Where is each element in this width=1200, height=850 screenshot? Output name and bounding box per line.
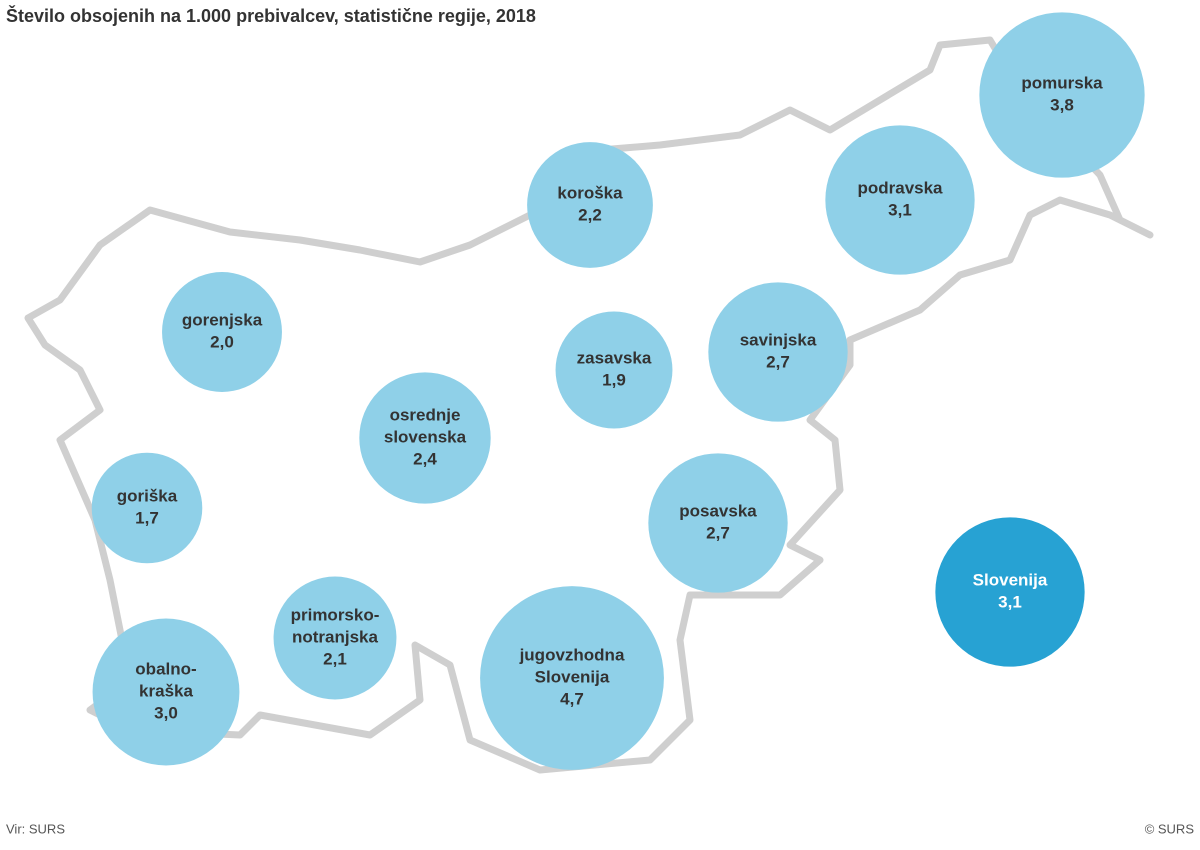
region-name: primorsko- — [291, 605, 380, 624]
copyright: © SURS — [1145, 821, 1195, 836]
value-label: 3,1 — [998, 592, 1022, 611]
region-name: osrednje — [390, 405, 461, 424]
region-name: Slovenija — [535, 667, 610, 686]
value-label: 2,4 — [413, 449, 437, 468]
chart-title: Število obsojenih na 1.000 prebivalcev, … — [6, 5, 536, 26]
region-name: jugovzhodna — [519, 645, 625, 664]
region-name: notranjska — [292, 627, 379, 646]
region-name: posavska — [679, 501, 757, 520]
value-label: 4,7 — [560, 689, 584, 708]
bubble — [162, 272, 282, 392]
value-label: 1,9 — [602, 370, 626, 389]
bubble — [708, 282, 848, 422]
region-name: koroška — [557, 183, 623, 202]
value-label: 2,0 — [210, 332, 234, 351]
region-name: podravska — [857, 178, 943, 197]
region-name: zasavska — [577, 348, 652, 367]
value-label: 2,7 — [706, 523, 730, 542]
value-label: 2,1 — [323, 649, 347, 668]
region-name: kraška — [139, 681, 193, 700]
value-label: 1,7 — [135, 508, 159, 527]
bubble — [555, 311, 673, 429]
value-label: 3,1 — [888, 200, 912, 219]
bubble — [359, 372, 491, 504]
source: Vir: SURS — [6, 821, 65, 836]
bubble — [935, 517, 1085, 667]
region-name: savinjska — [740, 330, 817, 349]
bubble — [273, 576, 397, 700]
bubble — [91, 452, 203, 564]
bubble — [527, 142, 653, 268]
value-label: 3,8 — [1050, 95, 1074, 114]
value-label: 3,0 — [154, 703, 178, 722]
region-name: gorenjska — [182, 310, 263, 329]
region-name: goriška — [117, 486, 178, 505]
bubble — [480, 586, 664, 770]
bubble — [648, 453, 788, 593]
value-label: 2,7 — [766, 352, 790, 371]
region-name: Slovenija — [973, 570, 1048, 589]
bubble — [979, 12, 1145, 178]
region-name: slovenska — [384, 427, 467, 446]
value-label: 2,2 — [578, 205, 602, 224]
region-name: pomurska — [1021, 73, 1103, 92]
bubble — [825, 125, 975, 275]
region-name: obalno- — [135, 659, 196, 678]
bubble — [92, 618, 240, 766]
